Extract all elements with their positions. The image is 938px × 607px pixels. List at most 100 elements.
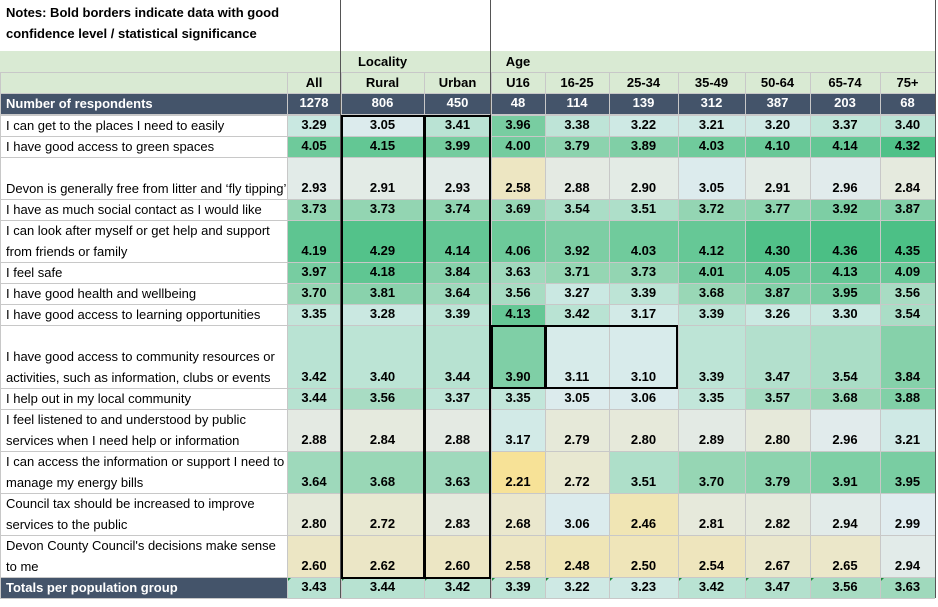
grid-line [0, 493, 935, 494]
data-cell: 3.69 [491, 199, 545, 220]
data-cell: 4.03 [678, 136, 745, 157]
row-label-text: I can get to the places I need to easily [6, 118, 225, 133]
data-cell: 3.95 [810, 283, 880, 304]
data-cell: 2.93 [287, 157, 341, 199]
row-label: I can get to the places I need to easily [0, 115, 287, 136]
data-cell: 2.90 [609, 157, 678, 199]
data-cell: 2.89 [678, 409, 745, 451]
data-cell: 2.99 [880, 493, 935, 535]
data-cell: 3.87 [745, 283, 810, 304]
data-cell: 3.21 [678, 115, 745, 136]
row-label-text: I can access the information or support … [6, 454, 285, 490]
data-cell: 4.01 [678, 262, 745, 283]
data-cell: 3.22 [609, 115, 678, 136]
data-cell: 3.54 [810, 325, 880, 388]
data-cell: 4.32 [880, 136, 935, 157]
data-cell: 2.67 [745, 535, 810, 577]
data-cell: 2.65 [810, 535, 880, 577]
row-label-text: I help out in my local community [6, 391, 191, 406]
respondents-count: 1278 [299, 95, 329, 110]
row-label-text: I can look after myself or get help and … [6, 223, 270, 259]
respondents-label: Number of respondents [6, 96, 153, 111]
separator-line [340, 0, 341, 598]
row-label-text: I have good access to community resource… [6, 349, 275, 385]
data-cell: 2.80 [745, 409, 810, 451]
data-cell: 2.91 [341, 157, 424, 199]
totals-value: 3.23 [609, 577, 678, 598]
data-cell: 3.87 [880, 199, 935, 220]
data-cell: 3.56 [880, 283, 935, 304]
grid-line [0, 262, 935, 263]
significance-marker [491, 577, 496, 582]
data-cell: 3.68 [678, 283, 745, 304]
grid-line [678, 72, 679, 598]
data-cell: 3.40 [341, 325, 424, 388]
data-cell: 4.29 [341, 220, 424, 262]
row-label-text: I feel safe [6, 265, 63, 280]
data-cell: 3.35 [287, 304, 341, 325]
grid-line [0, 451, 935, 452]
data-cell: 3.11 [545, 325, 609, 388]
column-header: Rural [365, 75, 400, 90]
data-cell: 4.00 [491, 136, 545, 157]
data-cell: 4.03 [609, 220, 678, 262]
data-cell: 3.57 [745, 388, 810, 409]
grid-line [0, 535, 935, 536]
data-cell: 3.90 [491, 325, 545, 388]
data-cell: 4.14 [424, 220, 491, 262]
notes-text: Notes: Bold borders indicate data with g… [6, 5, 280, 41]
data-cell: 4.13 [810, 262, 880, 283]
grid-line [745, 72, 746, 598]
data-cell: 2.21 [491, 451, 545, 493]
row-label: Council tax should be increased to impro… [0, 493, 287, 535]
data-cell: 2.46 [609, 493, 678, 535]
data-cell: 3.71 [545, 262, 609, 283]
data-cell: 3.28 [341, 304, 424, 325]
group-header-locality: Locality [357, 54, 408, 69]
data-cell: 3.21 [880, 409, 935, 451]
data-cell: 3.84 [880, 325, 935, 388]
data-cell: 4.15 [341, 136, 424, 157]
data-cell: 2.96 [810, 409, 880, 451]
header-band [0, 72, 935, 93]
row-label-text: I have as much social contact as I would… [6, 202, 262, 217]
data-cell: 4.36 [810, 220, 880, 262]
data-cell: 3.27 [545, 283, 609, 304]
significance-marker [609, 577, 614, 582]
grid-line [0, 157, 935, 158]
grid-line [424, 72, 425, 598]
data-cell: 4.06 [491, 220, 545, 262]
data-cell: 3.79 [545, 136, 609, 157]
data-cell: 3.54 [545, 199, 609, 220]
data-cell: 3.89 [609, 136, 678, 157]
data-cell: 3.92 [545, 220, 609, 262]
totals-value: 3.42 [678, 577, 745, 598]
grid-line [491, 72, 492, 598]
significance-marker [545, 577, 550, 582]
data-cell: 3.39 [424, 304, 491, 325]
data-cell: 3.39 [678, 325, 745, 388]
data-cell: 4.10 [745, 136, 810, 157]
totals-label: Totals per population group [6, 580, 178, 595]
data-cell: 3.44 [287, 388, 341, 409]
data-cell: 2.48 [545, 535, 609, 577]
row-label-text: Council tax should be increased to impro… [6, 496, 255, 532]
data-cell: 2.79 [545, 409, 609, 451]
row-label-text: I have good health and wellbeing [6, 286, 197, 301]
respondents-count: 387 [766, 95, 789, 110]
data-cell: 2.60 [287, 535, 341, 577]
significance-marker [287, 577, 292, 582]
column-header: 35-49 [694, 75, 729, 90]
totals-value: 3.42 [424, 577, 491, 598]
data-cell: 4.19 [287, 220, 341, 262]
data-cell: 3.70 [678, 451, 745, 493]
data-cell: 4.18 [341, 262, 424, 283]
significance-marker [880, 577, 885, 582]
grid-line [0, 598, 935, 599]
totals-value: 3.43 [287, 577, 341, 598]
data-cell: 2.83 [424, 493, 491, 535]
data-cell: 2.88 [545, 157, 609, 199]
respondents-count: 48 [510, 95, 526, 110]
column-header: Urban [438, 75, 477, 90]
totals-value: 3.56 [810, 577, 880, 598]
